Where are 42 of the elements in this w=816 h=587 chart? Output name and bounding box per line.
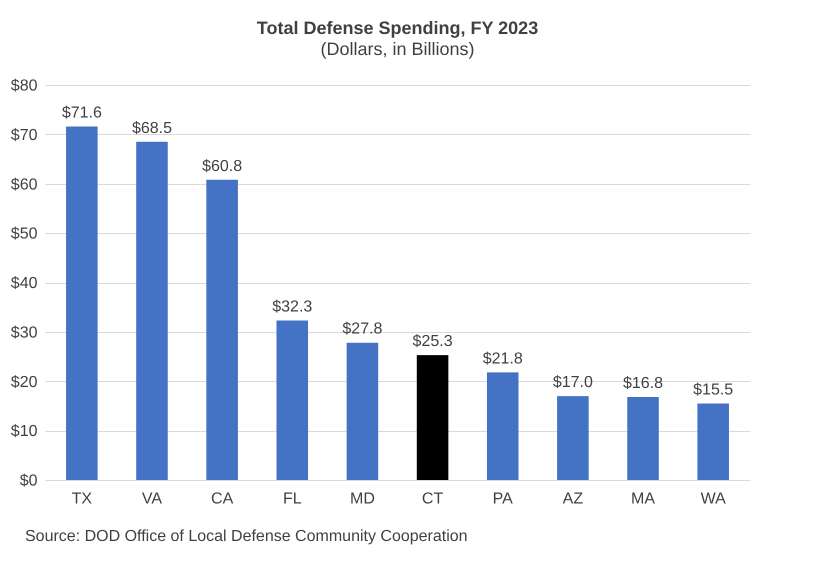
- bar: [66, 126, 98, 480]
- data-label: $68.5: [132, 120, 172, 137]
- y-tick-label: $0: [20, 472, 38, 490]
- source-note: Source: DOD Office of Local Defense Community Cooperation: [25, 528, 468, 545]
- y-tick-label: $50: [10, 226, 38, 243]
- data-label: $15.5: [693, 381, 734, 398]
- x-tick-label: TX: [72, 490, 92, 508]
- x-tick-label: VA: [142, 490, 162, 508]
- bar: [486, 372, 519, 480]
- x-tick-label: MD: [350, 490, 375, 508]
- y-tick-label: $70: [10, 126, 38, 144]
- bar: [346, 342, 378, 480]
- bar: [627, 397, 659, 480]
- x-tick-label: CA: [211, 490, 234, 508]
- y-tick-label: $80: [10, 78, 38, 94]
- chart-subtitle: (Dollars, in Billions): [320, 39, 475, 59]
- data-label: $21.8: [482, 350, 523, 368]
- data-label: $32.3: [272, 298, 312, 316]
- y-tick-label: $20: [10, 374, 38, 391]
- x-tick-label: FL: [282, 490, 302, 508]
- bar: [416, 355, 448, 480]
- y-tick-label: $10: [10, 423, 38, 440]
- data-label: $60.8: [202, 158, 242, 175]
- data-label: $25.3: [412, 333, 453, 350]
- bar: [206, 180, 238, 480]
- bar: [557, 396, 589, 480]
- data-label: $71.6: [62, 104, 102, 122]
- x-tick-label: WA: [700, 490, 726, 508]
- data-label: $16.8: [623, 375, 664, 392]
- chart-title: Total Defense Spending, FY 2023: [256, 18, 538, 38]
- data-label: $27.8: [342, 320, 383, 338]
- x-tick-label: MA: [631, 490, 656, 508]
- bar: [697, 403, 729, 480]
- bar: [136, 142, 168, 480]
- y-tick-label: $30: [10, 324, 38, 342]
- bar: [276, 320, 308, 480]
- x-tick-label: PA: [492, 490, 514, 508]
- y-tick-label: $60: [10, 176, 38, 194]
- y-tick-label: $40: [10, 275, 38, 292]
- data-label: $17.0: [552, 374, 593, 392]
- x-tick-label: AZ: [562, 490, 584, 508]
- x-tick-label: CT: [422, 490, 444, 508]
